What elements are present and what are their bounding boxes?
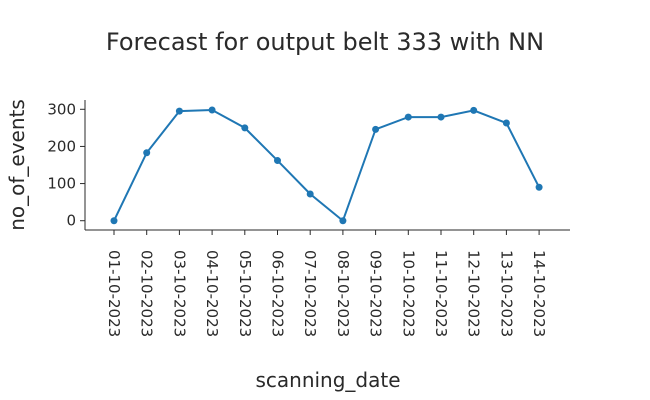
data-point xyxy=(175,107,183,115)
y-tick-label: 300 xyxy=(47,100,76,118)
x-tick-label: 13-10-2023 xyxy=(497,250,515,337)
y-tick-label: 200 xyxy=(47,137,76,155)
data-point xyxy=(208,106,216,114)
data-point xyxy=(306,190,314,198)
y-ticks: 0 100 200 300 xyxy=(47,100,85,230)
x-tick-label: 04-10-2023 xyxy=(203,250,221,337)
x-tick-label: 01-10-2023 xyxy=(105,250,123,337)
x-tick-label: 14-10-2023 xyxy=(530,250,548,337)
data-point xyxy=(143,149,151,157)
data-point xyxy=(437,113,445,121)
x-tick-label: 06-10-2023 xyxy=(269,250,287,337)
y-tick-label: 0 xyxy=(66,212,76,230)
y-axis-title: no_of_events xyxy=(5,99,29,231)
x-axis-title: scanning_date xyxy=(255,368,400,392)
axes xyxy=(84,100,570,231)
data-point xyxy=(404,113,412,121)
x-tick-label: 08-10-2023 xyxy=(334,250,352,337)
x-tick-label: 07-10-2023 xyxy=(301,250,319,337)
data-point xyxy=(535,183,543,191)
x-ticks: 01-10-2023 02-10-2023 03-10-2023 04-10-2023… xyxy=(105,230,548,337)
y-tick-label: 100 xyxy=(47,175,76,193)
data-point xyxy=(339,217,347,225)
x-tick-label: 09-10-2023 xyxy=(367,250,385,337)
data-point xyxy=(470,106,478,114)
data-point xyxy=(274,157,281,165)
data-point xyxy=(502,119,510,127)
series-line xyxy=(113,109,540,223)
x-tick-label: 11-10-2023 xyxy=(432,250,450,337)
series-group xyxy=(110,106,543,225)
x-tick-label: 05-10-2023 xyxy=(236,250,254,337)
x-tick-label: 12-10-2023 xyxy=(465,250,483,337)
x-tick-label: 03-10-2023 xyxy=(170,250,188,337)
chart-title: Forecast for output belt 333 with NN xyxy=(106,28,544,56)
x-tick-label: 10-10-2023 xyxy=(399,250,417,337)
x-tick-label: 02-10-2023 xyxy=(138,250,156,337)
data-point xyxy=(110,217,118,225)
data-point xyxy=(241,124,249,132)
data-point xyxy=(372,125,380,133)
